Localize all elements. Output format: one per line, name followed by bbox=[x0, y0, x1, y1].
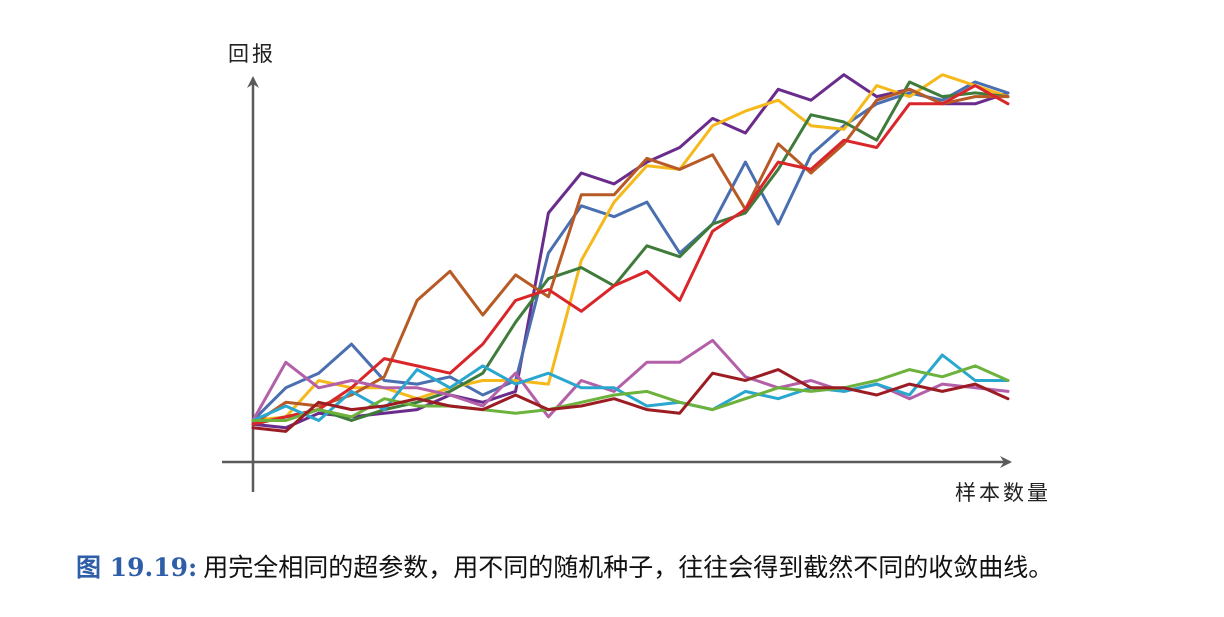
series-group bbox=[251, 73, 1010, 433]
series-line-10 bbox=[251, 368, 1010, 433]
series-line-1 bbox=[251, 73, 1010, 430]
y-axis-label: 回报 bbox=[228, 42, 276, 66]
series-line-9 bbox=[251, 364, 1010, 422]
x-axis-label: 样本数量 bbox=[955, 481, 1051, 505]
series-line-5 bbox=[251, 87, 1010, 426]
figure-caption: 图 19.19: 用完全相同的超参数，用不同的随机种子，往往会得到截然不同的收敛曲… bbox=[76, 548, 1216, 584]
caption-label: 图 19.19: bbox=[76, 553, 198, 582]
series-line-6 bbox=[251, 84, 1010, 426]
series-line-2 bbox=[251, 80, 1010, 422]
series-line-4 bbox=[251, 80, 1010, 426]
caption-text: 用完全相同的超参数，用不同的随机种子，往往会得到截然不同的收敛曲线。 bbox=[203, 553, 1054, 582]
series-line-3 bbox=[251, 73, 1010, 422]
chart-plot: 回报 样本数量 bbox=[222, 42, 1051, 505]
